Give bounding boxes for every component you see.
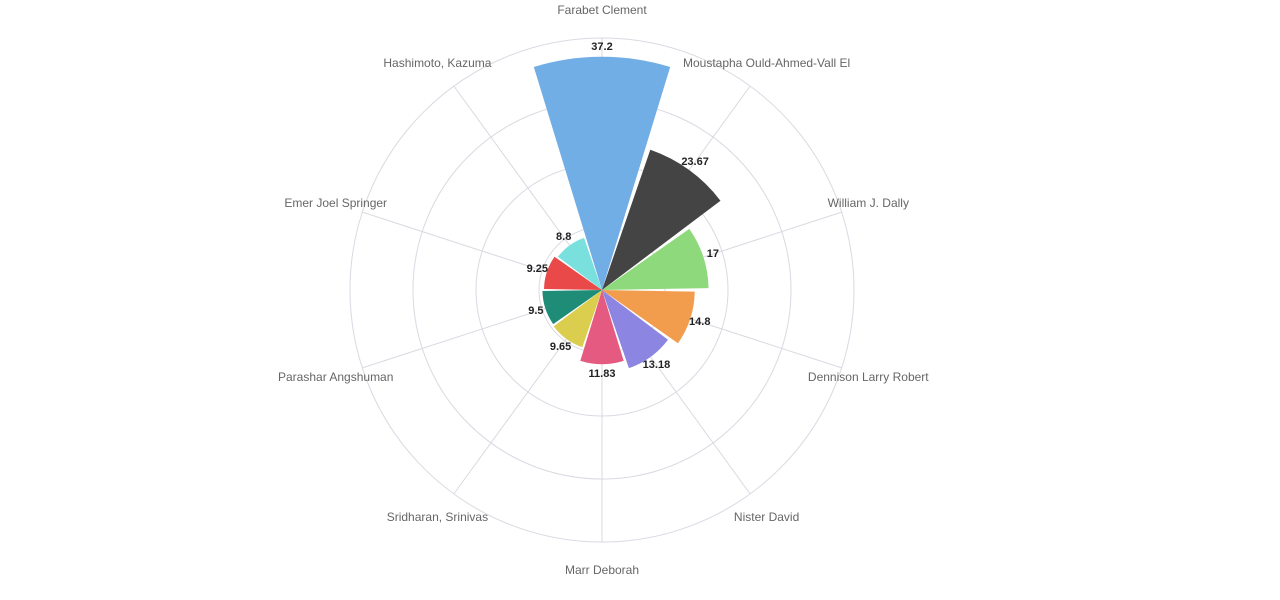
- axis-label: Sridharan, Srinivas: [387, 510, 488, 524]
- axis-label: Emer Joel Springer: [284, 196, 387, 210]
- value-label: 9.65: [550, 341, 571, 353]
- axis-label: Dennison Larry Robert: [808, 370, 929, 384]
- polar-area-chart: 37.2 Farabet Clement 23.67 Moustapha Ould-A…: [0, 0, 1280, 600]
- value-label: 9.25: [527, 263, 548, 275]
- axis-label: William J. Dally: [828, 196, 909, 210]
- value-label: 13.18: [643, 359, 671, 371]
- value-label: 37.2: [591, 41, 612, 53]
- axis-label: Moustapha Ould-Ahmed-Vall El: [683, 56, 850, 70]
- value-label: 14.8: [689, 316, 710, 328]
- axis-label: Nister David: [734, 510, 799, 524]
- value-label: 8.8: [556, 231, 571, 243]
- value-label: 11.83: [589, 368, 616, 380]
- axis-label: Hashimoto, Kazuma: [383, 56, 491, 70]
- value-label: 17: [707, 248, 719, 260]
- value-label: 9.5: [528, 305, 543, 317]
- axis-label: Parashar Angshuman: [278, 370, 393, 384]
- chart-svg: [0, 0, 1280, 600]
- axis-label: Farabet Clement: [557, 3, 646, 17]
- axis-label: Marr Deborah: [565, 563, 639, 577]
- value-label: 23.67: [681, 156, 709, 168]
